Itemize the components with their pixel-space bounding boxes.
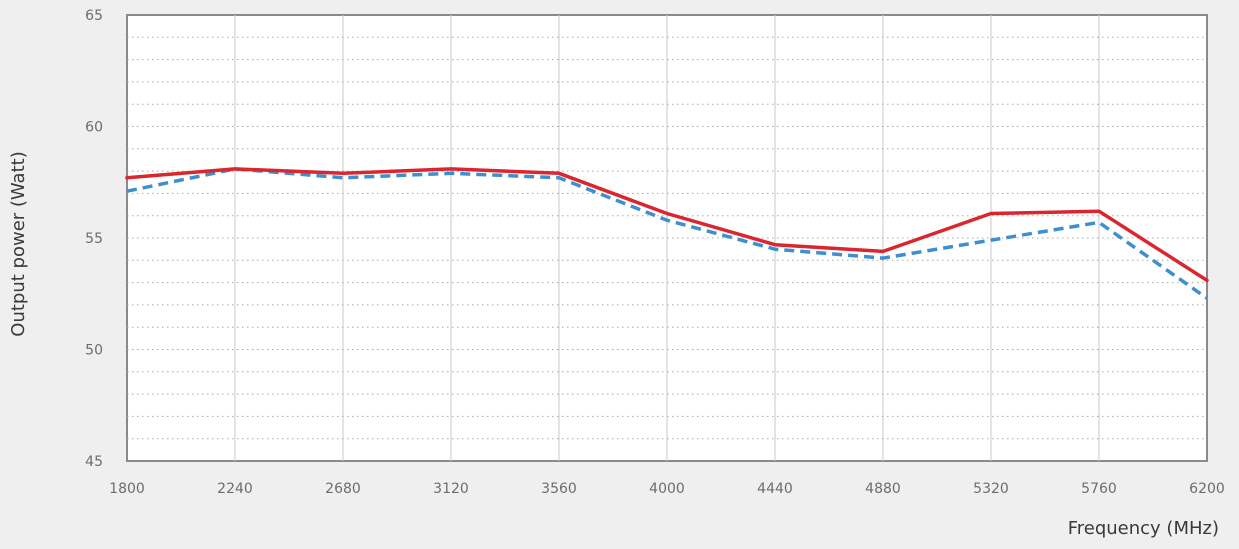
x-tick-label: 1800: [109, 481, 145, 497]
x-tick-label: 4000: [649, 481, 685, 497]
x-tick-label: 3120: [433, 481, 469, 497]
x-tick-label: 5320: [973, 481, 1009, 497]
y-tick-label: 55: [85, 231, 103, 247]
x-tick-label: 4440: [757, 481, 793, 497]
dashed-series-line: [126, 167, 1209, 300]
series-lines: [125, 167, 1209, 300]
solid-series-line: [125, 167, 1209, 283]
y-tick-label: 65: [85, 8, 103, 24]
x-tick-label: 3560: [541, 481, 577, 497]
x-tick-label: 2240: [217, 481, 253, 497]
grid-lines: [127, 15, 1207, 461]
y-tick-label: 45: [85, 454, 103, 470]
x-tick-label: 5760: [1081, 481, 1117, 497]
x-tick-label: 2680: [325, 481, 361, 497]
x-axis-title: Frequency (MHz): [1068, 518, 1219, 539]
x-tick-label: 4880: [865, 481, 901, 497]
x-tick-label: 6200: [1189, 481, 1225, 497]
y-tick-label: 50: [85, 343, 103, 359]
tick-labels: 45 50 55 60 65 1800 2240 2680 3120 3560 4000 4440 48…: [85, 8, 1225, 497]
y-axis-title: Output power (Watt): [8, 151, 29, 336]
y-tick-label: 60: [85, 120, 103, 136]
